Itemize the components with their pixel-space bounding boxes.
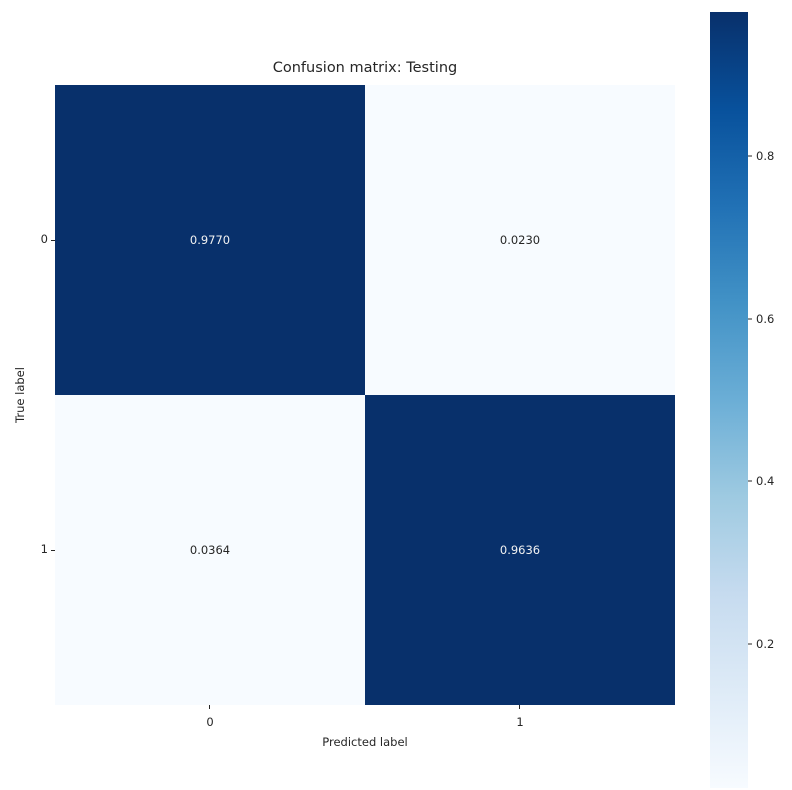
y-tick-mark [51, 240, 55, 241]
colorbar-tick-mark [748, 318, 752, 320]
colorbar-tick-mark [748, 643, 752, 645]
colorbar-tick-label: 0.6 [756, 311, 775, 326]
y-tick-label: 0 [40, 232, 48, 246]
y-axis-label: True label [13, 367, 27, 423]
x-tick-label: 0 [206, 715, 214, 729]
colorbar [710, 12, 748, 788]
cell-value: 0.9636 [499, 543, 541, 557]
heatmap-cell: 0.0364 [55, 395, 365, 705]
y-tick-mark [51, 550, 55, 551]
x-axis-label: Predicted label [322, 735, 408, 749]
x-tick-mark [519, 705, 520, 709]
colorbar-ticks: 0.2 0.4 0.6 0.8 [748, 12, 792, 788]
colorbar-tick-label: 0.2 [756, 637, 775, 652]
colorbar-tick-label: 0.4 [756, 474, 775, 489]
colorbar-tick-mark [748, 480, 752, 482]
heatmap-cell: 0.0230 [365, 85, 675, 395]
y-tick-label: 1 [40, 542, 48, 556]
heatmap-plot: 0.9770 0.0230 0.0364 0.9636 [55, 85, 675, 705]
cell-value: 0.0364 [189, 543, 231, 557]
x-tick-mark [209, 705, 210, 709]
colorbar-tick-label: 0.8 [756, 148, 775, 163]
heatmap-cell: 0.9770 [55, 85, 365, 395]
heatmap-cell: 0.9636 [365, 395, 675, 705]
colorbar-tick-mark [748, 155, 752, 157]
x-tick-label: 1 [516, 715, 524, 729]
cell-value: 0.9770 [189, 233, 231, 247]
cell-value: 0.0230 [499, 233, 541, 247]
chart-title: Confusion matrix: Testing [272, 60, 458, 76]
